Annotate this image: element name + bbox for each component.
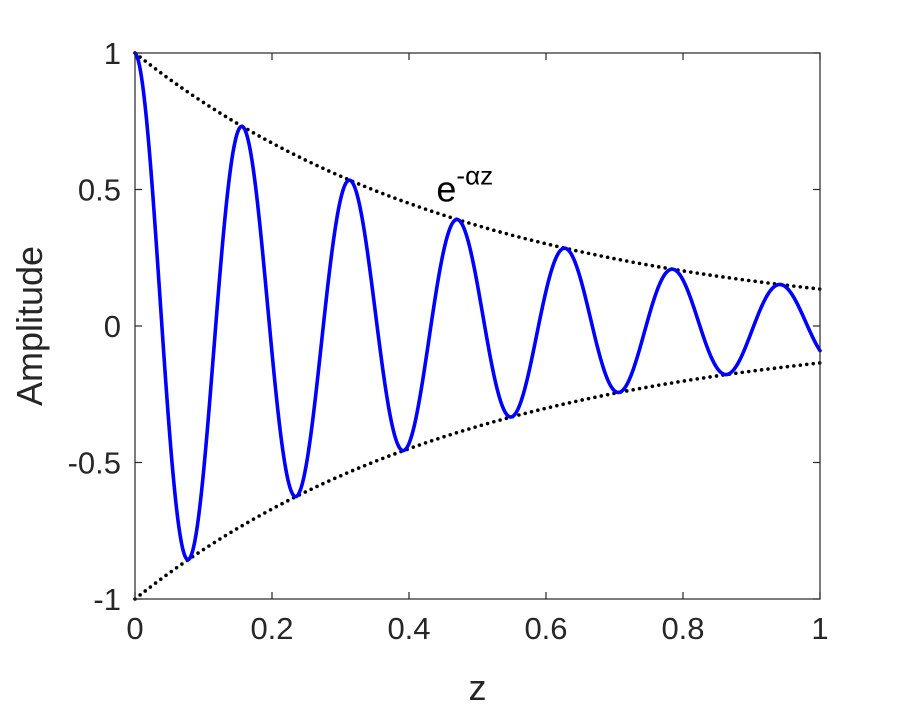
- y-tick-label: 0.5: [78, 173, 121, 208]
- annotation-base: e: [436, 169, 456, 210]
- y-tick-label: -0.5: [68, 446, 121, 481]
- x-tick-label: 0.2: [250, 611, 293, 646]
- y-axis-label: Amplitude: [9, 246, 50, 406]
- x-tick-label: 1: [811, 611, 828, 646]
- y-tick-label: 1: [104, 36, 121, 71]
- series-layer: [133, 51, 822, 601]
- axes-layer: [134, 52, 821, 600]
- envelope-annotation: e-αz: [436, 161, 493, 210]
- x-tick-label: 0.8: [661, 611, 704, 646]
- series-line-damped-wave: [133, 51, 822, 562]
- tick-labels: 0 0.2 0.4 0.6 0.8 1 -1 -0.5 0 0.5 1: [68, 36, 829, 646]
- annotation-exponent: -αz: [456, 161, 493, 191]
- y-tick-label: -1: [93, 582, 121, 617]
- x-tick-label: 0: [126, 611, 143, 646]
- x-tick-label: 0.6: [524, 611, 567, 646]
- series-line-upper-envelope: [133, 51, 822, 291]
- series-line-lower-envelope: [133, 361, 822, 601]
- x-axis-label: z: [469, 667, 487, 708]
- x-tick-label: 0.4: [387, 611, 430, 646]
- y-tick-label: 0: [104, 309, 121, 344]
